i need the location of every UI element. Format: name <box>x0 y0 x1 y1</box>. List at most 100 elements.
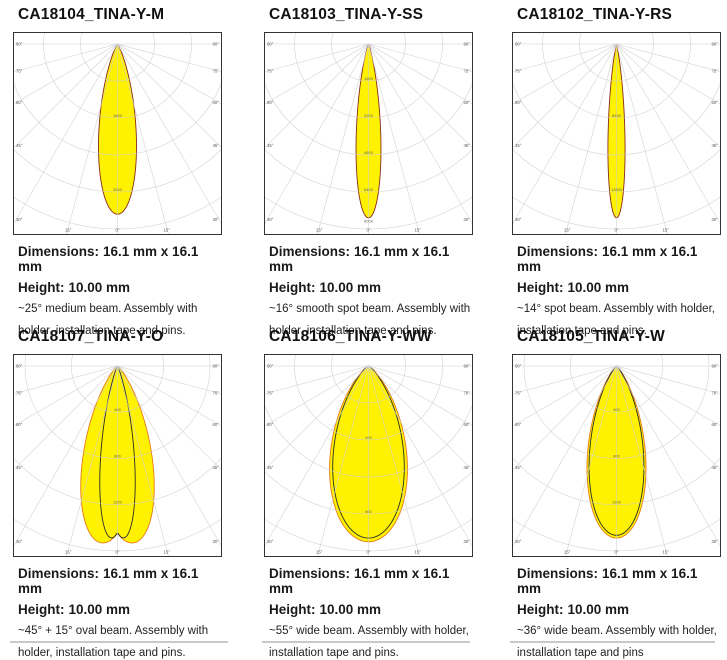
product-panel-ca18104: CA18104_TINA-Y-M 90° 90° 75° 75° 60° 60° 45° 45… <box>13 6 222 338</box>
dimensions-label: Dimensions: <box>18 566 100 581</box>
svg-text:1600: 1600 <box>113 113 123 118</box>
product-panel-ca18105: CA18105_TINA-Y-W 90° 90° 75° 75° 60° 60° 45° 45… <box>512 328 721 660</box>
product-title: CA18102_TINA-Y-RS <box>517 6 673 23</box>
svg-text:0°: 0° <box>366 550 370 555</box>
height-label: Height: <box>517 280 564 295</box>
height-label: Height: <box>18 602 65 617</box>
product-panel-ca18107: CA18107_TINA-Y-O 90° 90° 75° 75° 60° 60° 45° 45… <box>13 328 222 660</box>
height-line: Height: 10.00 mm <box>18 602 222 617</box>
beam-description-line2: installation tape and pins. <box>269 647 399 659</box>
svg-text:6400: 6400 <box>612 113 622 118</box>
svg-text:45°: 45° <box>267 465 274 470</box>
svg-text:30°: 30° <box>16 217 23 222</box>
svg-text:15°: 15° <box>65 228 72 233</box>
intensity-polar-chart: 90° 90° 75° 75° 60° 60° 45° 45° 30° 30° 15° 15° 0° 16… <box>13 32 222 235</box>
datasheet-page: { "style": { "beam_fill": "#FFF200", "gr… <box>10 6 721 659</box>
svg-text:0°: 0° <box>614 550 618 555</box>
svg-text:90°: 90° <box>213 364 220 369</box>
svg-text:8000: 8000 <box>364 218 374 223</box>
height-line: Height: 10.00 mm <box>269 602 473 617</box>
svg-text:75°: 75° <box>267 68 274 73</box>
svg-text:30°: 30° <box>16 539 23 544</box>
beam-description-line1: ~55° wide beam. Assembly with holder, <box>269 625 469 637</box>
beam-description-line2: holder, installation tape and pins. <box>269 325 437 337</box>
dimensions-line: Dimensions: 16.1 mm x 16.1 mm <box>517 244 721 274</box>
svg-text:30°: 30° <box>712 539 719 544</box>
svg-text:15°: 15° <box>663 228 670 233</box>
svg-text:90°: 90° <box>712 364 719 369</box>
svg-text:75°: 75° <box>213 68 220 73</box>
product-title: CA18103_TINA-Y-SS <box>269 6 424 23</box>
height-line: Height: 10.00 mm <box>517 280 721 295</box>
height-value: 10.00 mm <box>68 280 131 295</box>
svg-text:60°: 60° <box>464 100 471 105</box>
height-label: Height: <box>269 280 316 295</box>
product-title: CA18105_TINA-Y-W <box>517 328 665 345</box>
svg-text:15°: 15° <box>415 550 422 555</box>
svg-text:3200: 3200 <box>364 113 374 118</box>
dimensions-value: 16.1 mm x 16.1 mm <box>269 566 450 596</box>
height-value: 10.00 mm <box>68 602 131 617</box>
svg-text:75°: 75° <box>16 68 23 73</box>
svg-text:30°: 30° <box>712 217 719 222</box>
svg-text:45°: 45° <box>515 465 522 470</box>
svg-text:0°: 0° <box>115 550 119 555</box>
beam-description-line2: holder, installation tape and pins. <box>18 647 186 659</box>
svg-text:45°: 45° <box>464 465 471 470</box>
dimensions-value: 16.1 mm x 16.1 mm <box>269 244 450 274</box>
product-title: CA18104_TINA-Y-M <box>18 6 165 23</box>
dimensions-value: 16.1 mm x 16.1 mm <box>18 566 199 596</box>
dimensions-label: Dimensions: <box>269 566 351 581</box>
svg-text:30°: 30° <box>464 217 471 222</box>
cropped-next-row-edge <box>262 641 470 643</box>
intensity-polar-chart: 90° 90° 75° 75° 60° 60° 45° 45° 30° 30° 15° 15° 0° 64… <box>512 32 721 235</box>
svg-text:60°: 60° <box>16 422 23 427</box>
beam-description-line1: ~36° wide beam. Assembly with holder, <box>517 625 717 637</box>
intensity-polar-chart: 90° 90° 75° 75° 60° 60° 45° 45° 30° 30° 15° 15° 0° 40… <box>264 354 473 557</box>
beam-description-line2: holder, installation tape and pins. <box>18 325 186 337</box>
beam-description-line1: ~14° spot beam. Assembly with holder, <box>517 303 715 315</box>
cropped-next-row-edge <box>10 641 228 643</box>
svg-text:0°: 0° <box>115 228 119 233</box>
dimensions-line: Dimensions: 16.1 mm x 16.1 mm <box>18 244 222 274</box>
svg-text:1200: 1200 <box>113 500 123 505</box>
product-panel-ca18102: CA18102_TINA-Y-RS 90° 90° 75° 75° 60° 60° 45° 4… <box>512 6 721 338</box>
svg-text:30°: 30° <box>515 217 522 222</box>
height-label: Height: <box>269 602 316 617</box>
svg-text:0°: 0° <box>614 228 618 233</box>
svg-text:15°: 15° <box>164 228 171 233</box>
svg-text:15°: 15° <box>316 228 323 233</box>
svg-text:15°: 15° <box>564 550 571 555</box>
dimensions-label: Dimensions: <box>18 244 100 259</box>
svg-text:75°: 75° <box>712 68 719 73</box>
svg-text:60°: 60° <box>712 100 719 105</box>
dimensions-line: Dimensions: 16.1 mm x 16.1 mm <box>18 566 222 596</box>
svg-text:90°: 90° <box>464 364 471 369</box>
svg-text:15°: 15° <box>415 228 422 233</box>
svg-text:90°: 90° <box>267 364 274 369</box>
svg-text:800: 800 <box>365 509 372 514</box>
cropped-next-row-edge <box>510 641 715 643</box>
height-value: 10.00 mm <box>567 602 630 617</box>
svg-text:60°: 60° <box>213 422 220 427</box>
height-line: Height: 10.00 mm <box>18 280 222 295</box>
intensity-polar-chart: 90° 90° 75° 75° 60° 60° 45° 45° 30° 30° 15° 15° 0° 40… <box>512 354 721 557</box>
svg-text:90°: 90° <box>16 42 23 47</box>
svg-text:30°: 30° <box>267 217 274 222</box>
svg-text:75°: 75° <box>213 390 220 395</box>
svg-text:30°: 30° <box>213 217 220 222</box>
svg-text:75°: 75° <box>16 390 23 395</box>
svg-text:15°: 15° <box>663 550 670 555</box>
svg-text:75°: 75° <box>712 390 719 395</box>
svg-text:90°: 90° <box>16 364 23 369</box>
svg-text:90°: 90° <box>712 42 719 47</box>
svg-text:45°: 45° <box>213 143 220 148</box>
svg-text:400: 400 <box>613 407 620 412</box>
svg-text:60°: 60° <box>515 100 522 105</box>
svg-text:90°: 90° <box>267 42 274 47</box>
svg-text:60°: 60° <box>515 422 522 427</box>
svg-text:45°: 45° <box>16 143 23 148</box>
dimensions-line: Dimensions: 16.1 mm x 16.1 mm <box>517 566 721 596</box>
height-value: 10.00 mm <box>567 280 630 295</box>
product-panel-ca18106: CA18106_TINA-Y-WW 90° 90° 75° 75° 60° 60° 45° 4… <box>264 328 473 660</box>
